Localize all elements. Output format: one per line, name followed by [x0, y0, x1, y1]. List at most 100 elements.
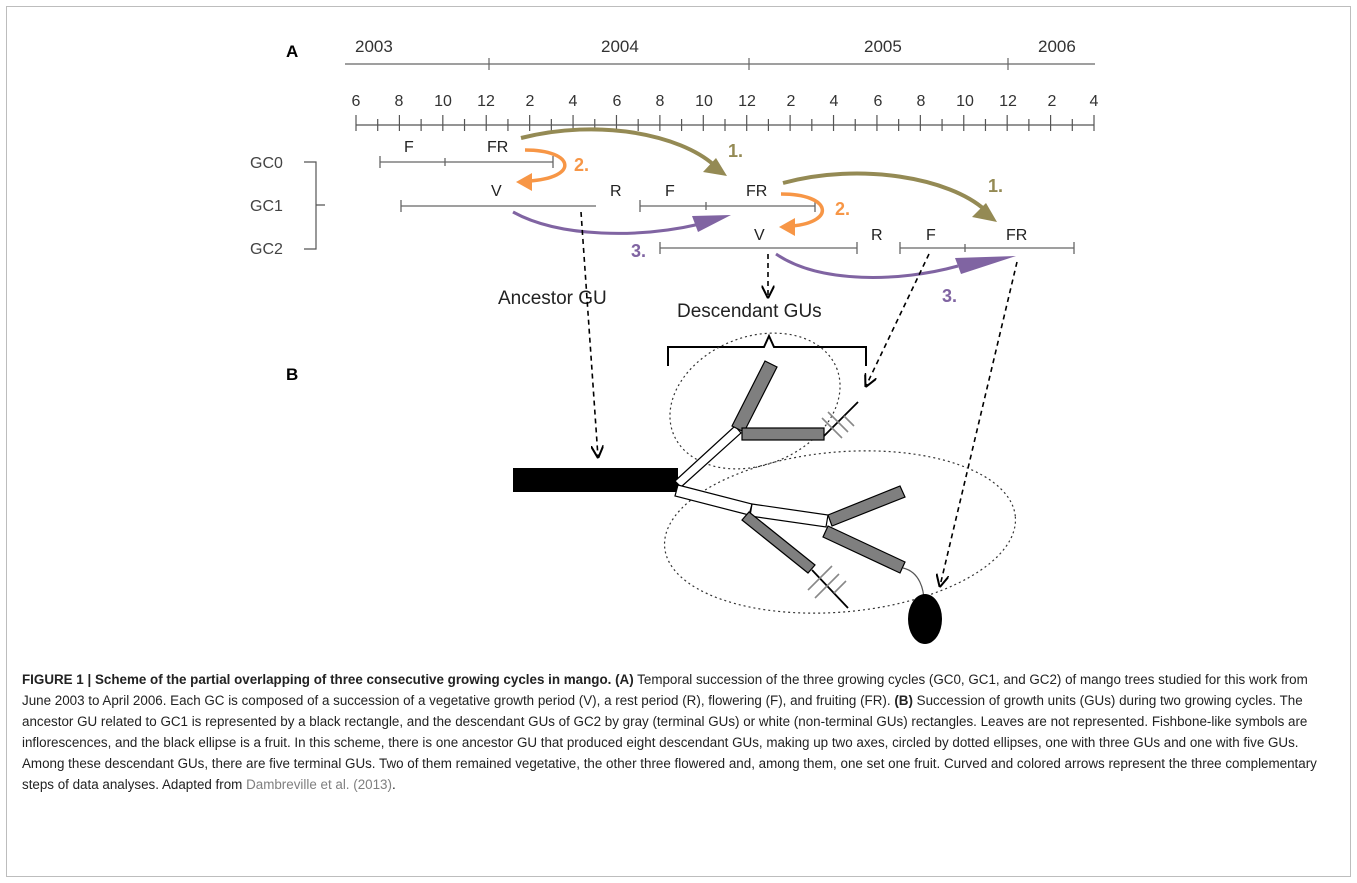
month-label: 10	[956, 93, 974, 110]
step1-arrow	[782, 171, 987, 212]
phase-v: V	[491, 183, 502, 200]
gc2-vegetative-bar	[659, 242, 858, 254]
step1-arrow	[520, 127, 716, 167]
year-label: 2005	[864, 37, 902, 56]
month-label: 2	[526, 93, 535, 110]
month-label: 10	[434, 93, 452, 110]
year-label: 2004	[601, 37, 639, 56]
step1-arrowhead	[703, 158, 727, 176]
descendant-brace	[667, 333, 867, 366]
ancestor-gu-label: Ancestor GU	[498, 288, 607, 309]
step2-arrowhead	[779, 218, 795, 236]
year-label: 2006	[1038, 37, 1076, 56]
step2-arrow	[524, 148, 567, 183]
step1-label: 1.	[988, 176, 1003, 196]
connector-arrow	[866, 253, 930, 386]
descendant-gus-label: Descendant GUs	[677, 301, 822, 322]
gc0-bar	[379, 156, 554, 168]
step2-label: 2.	[574, 155, 589, 175]
panel-label-b: B	[286, 365, 298, 384]
step3-arrowhead	[692, 215, 731, 232]
cycle-label-gc0: GC0	[250, 155, 283, 172]
step1-arrowhead	[972, 203, 997, 222]
step3-arrows	[512, 210, 1016, 279]
connector-arrow	[580, 211, 598, 457]
gray-gu	[731, 360, 778, 433]
fruit	[908, 594, 942, 644]
month-label: 6	[874, 93, 883, 110]
inflorescence-axis	[811, 569, 849, 609]
step1-label: 1.	[728, 141, 743, 161]
gray-gu	[741, 511, 816, 574]
inflorescence-axis	[823, 401, 859, 437]
step2-arrows	[516, 148, 824, 236]
cycle-label-gc1: GC1	[250, 198, 283, 215]
ancestor-gu	[513, 468, 678, 492]
cycle-label-gc2: GC2	[250, 241, 283, 258]
caption-tag-a: (A)	[615, 672, 634, 687]
month-label: 2	[787, 93, 796, 110]
month-label: 8	[917, 93, 926, 110]
step3-arrow	[512, 210, 701, 235]
gc2-flowering-bar	[899, 242, 1075, 254]
inflorescence	[807, 565, 847, 599]
phase-r: R	[871, 227, 883, 244]
gc1-vegetative-bar	[400, 200, 596, 212]
step3-arrowhead	[955, 256, 1016, 274]
figure-caption: FIGURE 1 | Scheme of the partial overlap…	[22, 669, 1337, 795]
cycle-labels: GC0 GC1 GC2	[250, 155, 325, 258]
year-label: 2003	[355, 37, 393, 56]
month-label: 12	[999, 93, 1017, 110]
gc1-flowering-bar	[639, 200, 816, 212]
month-label: 12	[477, 93, 495, 110]
step2-arrow	[780, 192, 824, 228]
month-label: 4	[569, 93, 578, 110]
caption-heading: FIGURE 1 | Scheme of the partial overlap…	[22, 672, 612, 687]
white-gu	[674, 484, 753, 516]
step2-arrowhead	[516, 173, 532, 191]
white-gu	[749, 503, 829, 528]
month-axis: 6 8 10 12 2 4 6 8 10 12 2 4 6 8 10 12 2 …	[352, 93, 1099, 131]
cycle-bracket	[304, 161, 325, 250]
gray-gu	[741, 427, 825, 441]
inflorescence	[821, 411, 855, 439]
phase-r: R	[610, 183, 622, 200]
figure-frame	[6, 6, 1351, 877]
white-gu	[674, 425, 742, 488]
month-label: 8	[395, 93, 404, 110]
month-label: 4	[1090, 93, 1099, 110]
month-label: 2	[1048, 93, 1057, 110]
phase-letters: F FR V R F FR V R F FR	[404, 139, 1027, 244]
month-label: 12	[738, 93, 756, 110]
step3-label: 3.	[942, 286, 957, 306]
step3-label: 3.	[631, 241, 646, 261]
step1-arrows	[520, 127, 997, 222]
caption-tag-b: (B)	[894, 693, 913, 708]
month-label: 8	[656, 93, 665, 110]
phase-f: F	[926, 227, 936, 244]
month-label: 6	[352, 93, 361, 110]
caption-text-b: Succession of growth units (GUs) during …	[22, 693, 1317, 792]
month-label: 4	[830, 93, 839, 110]
connector-arrow	[940, 261, 1018, 586]
caption-text-a: Temporal succession of the three growing…	[22, 672, 1308, 708]
year-axis: 2003 2004 2005 2006	[345, 37, 1095, 70]
tree-scheme	[513, 332, 1017, 644]
panel-label-a: A	[286, 42, 298, 61]
month-label: 10	[695, 93, 713, 110]
phase-f: F	[404, 139, 414, 156]
phase-fr: FR	[1006, 227, 1027, 244]
month-label: 6	[613, 93, 622, 110]
citation-link[interactable]: Dambreville et al. (2013)	[246, 777, 392, 792]
caption-end: .	[391, 777, 396, 792]
gray-gu	[822, 525, 906, 574]
gray-gu	[827, 485, 906, 527]
figure-graphic: A B 2003 2004 2005 2006 6 8 10 12 2 4 6 …	[250, 37, 1099, 644]
phase-f: F	[665, 183, 675, 200]
step2-label: 2.	[835, 199, 850, 219]
dashed-connectors	[580, 211, 1018, 586]
phase-fr: FR	[487, 139, 508, 156]
step3-arrow	[775, 252, 959, 279]
phase-v: V	[754, 227, 765, 244]
lower-axis-ellipse	[663, 450, 1017, 614]
